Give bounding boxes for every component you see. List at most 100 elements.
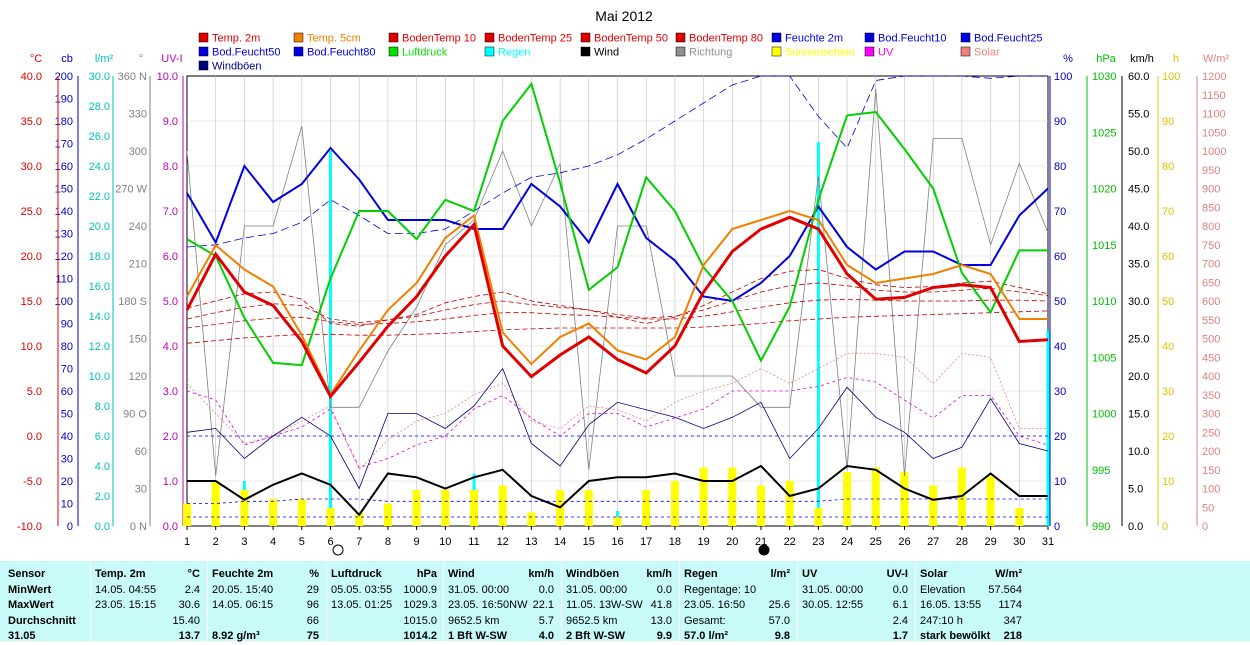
stats-cell-label: 16.05. 13:55 [920, 599, 982, 611]
rain-bar [816, 142, 820, 526]
axis-tick-label: 1000 [1202, 146, 1226, 158]
axis-tick-label: 4.0 [95, 461, 110, 473]
x-tick-label: 25 [870, 536, 882, 548]
stats-row: 31.05 [8, 629, 88, 645]
axis-tick-label: 70 [1054, 206, 1066, 218]
axis-tick-label: 6.0 [95, 431, 110, 443]
legend-label: Regen [498, 47, 530, 59]
axis-tick-label: 240 [129, 221, 147, 233]
stats-cell-value: 9.9 [656, 630, 672, 642]
axis-unit: hPa [1096, 53, 1116, 65]
legend-swatch [198, 32, 209, 43]
axis-tick-label: 7.0 [163, 206, 178, 218]
axis-tick-label: 100 [1202, 484, 1220, 496]
x-tick-label: 16 [611, 536, 623, 548]
legend-label: Temp. 5cm [307, 33, 361, 45]
stats-cell-label: 11.05. 13W-SW [566, 599, 643, 611]
stats-cell-label: 13.05. 01:25 [331, 599, 393, 611]
grid [187, 76, 1048, 526]
stats-cell-label: 31.05. 00:00 [802, 583, 864, 596]
legend-swatch [960, 46, 971, 57]
stats-row: 9652.5 km 5.7 [448, 614, 554, 630]
axis-tick-label: 50 [1202, 502, 1214, 514]
x-tick-label: 23 [812, 536, 824, 548]
legend-label: Bod.Feucht10 [878, 33, 947, 45]
stats-cell-value: 66 [306, 614, 319, 627]
stats-header-label: Temp. 2m [95, 568, 146, 580]
stats-row-label: MinWert [8, 583, 52, 596]
axis-tick-label: 5.0 [1128, 484, 1143, 496]
x-axis: 1 2 3 4 5 6 7 8 9 10 11 12 13 14 15 16 17 18 19 20 21 22 23 24 2… [184, 526, 1054, 548]
stats-row: 2.4 [802, 614, 908, 630]
stats-cell-label: 23.05. 15:15 [95, 599, 157, 611]
x-tick-label: 22 [784, 536, 796, 548]
legend-swatch [388, 32, 399, 43]
stats-cell-label: Regentage: 10 [684, 583, 757, 596]
stats-cell-value: 25.6 [768, 599, 790, 611]
stats-column: Temp. 2m °C 14.05. 04:55 2.4 23.05. 15:15 30.… [95, 567, 200, 642]
axis-tick-label: 800 [1202, 221, 1220, 233]
series-line-wind [187, 464, 1048, 517]
legend-swatch [198, 46, 209, 57]
legend-label: BodenTemp 80 [689, 33, 763, 45]
stats-cell-value: 218 [1003, 630, 1022, 642]
stats-row-label: Durchschnitt [8, 614, 76, 627]
stats-row: 13.7 [95, 629, 200, 645]
axis-tick-label: 190 [55, 94, 73, 106]
stats-cell-label: 9652.5 km [448, 614, 500, 627]
stats-header-unit: UV-I [886, 568, 908, 580]
legend-swatch [388, 46, 399, 57]
legend-label: BodenTemp 25 [498, 33, 572, 45]
axis-tick-label: 12.0 [89, 341, 110, 353]
stats-cell-label: 1 Bft W-SW [448, 630, 508, 642]
axis-tick-label: 80 [1054, 161, 1066, 173]
statistics-table: Sensor MinWert MaxWert Durchschnitt 31.05 Tem… [0, 561, 1250, 642]
stats-cell-value: 13.7 [178, 630, 200, 642]
axis-tick-label: 90 [1162, 116, 1174, 128]
axis-tick-label: 360 N [118, 71, 147, 83]
stats-cell-value: 29 [306, 583, 319, 596]
column-separator [679, 561, 680, 641]
stats-row: 15.40 [95, 614, 200, 630]
axis-tick-label: 40 [1162, 341, 1174, 353]
axis-unit: cb [61, 53, 73, 65]
stats-cell-label: 30.05. 12:55 [802, 599, 864, 611]
axis-tick-label: 160 [55, 161, 73, 173]
stats-header-unit: % [309, 568, 319, 580]
axis-unit: ° [139, 53, 143, 65]
axis-tick-label: 10 [1054, 476, 1066, 488]
axis-unit: km/h [1130, 53, 1154, 65]
axis-tick-label: 9.0 [163, 116, 178, 128]
axis-tick-label: 5.0 [27, 386, 42, 398]
stats-cell-value: 1.7 [892, 630, 908, 642]
axis-tick-label: 1200 [1202, 71, 1226, 83]
rain-bar [1046, 331, 1050, 526]
axis-tick-label: 30.0 [89, 71, 110, 83]
sunshine-bar [699, 467, 708, 526]
axis-tick-label: 400 [1202, 371, 1220, 383]
legend-swatch [960, 32, 971, 43]
axis-tick-label: 90 [61, 319, 73, 331]
axis-tick-label: 10.0 [157, 71, 178, 83]
axis-tick-label: 10 [1162, 476, 1174, 488]
stats-cell-value: 2.4 [184, 583, 200, 596]
stats-column: Sensor MinWert MaxWert Durchschnitt 31.05 [8, 567, 88, 642]
axis-tick-label: 300 [129, 146, 147, 158]
stats-header: Windböen km/h [566, 567, 672, 583]
stats-header-label: Regen [684, 568, 718, 580]
axis-tick-label: 45.0 [1128, 184, 1149, 196]
axis-tick-label: 70 [1162, 206, 1174, 218]
stats-cell-label: 31.05. 00:00 [448, 583, 510, 596]
x-tick-label: 11 [468, 536, 479, 548]
axis-tick-label: 60 [1054, 251, 1066, 263]
stats-cell-value: 41.8 [650, 599, 672, 611]
axis-tick-label: 14.0 [89, 311, 110, 323]
stats-row: 9652.5 km 13.0 [566, 614, 672, 630]
stats-row: Gesamt: 57.0 [684, 614, 790, 630]
legend-label: Bod.Feucht25 [974, 33, 1043, 45]
x-tick-label: 17 [640, 536, 652, 548]
stats-row: 05.05. 03:55 1000.9 [331, 583, 437, 599]
stats-cell-value: 347 [1003, 614, 1022, 627]
x-tick-label: 30 [1013, 536, 1025, 548]
stats-column: Wind km/h 31.05. 00:00 0.0 23.05. 16:50NW 22.… [448, 567, 554, 642]
